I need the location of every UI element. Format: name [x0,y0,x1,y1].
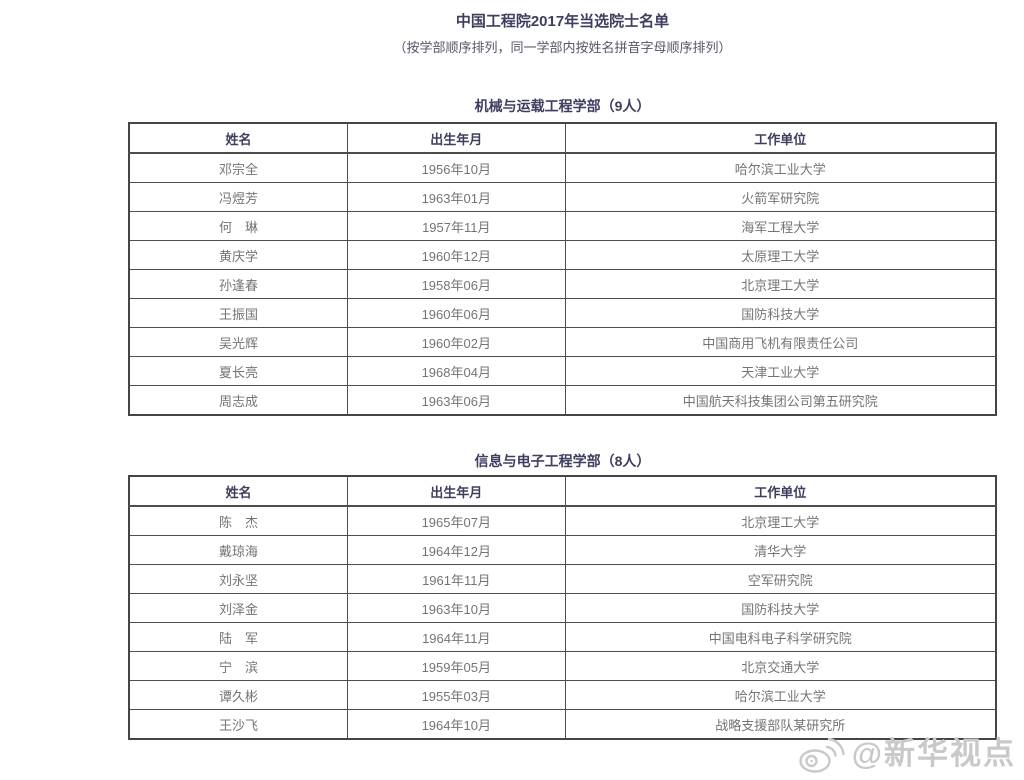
cell-workunit: 哈尔滨工业大学 [564,152,997,183]
table-row: 黄庆学 1960年12月 太原理工大学 [128,240,997,270]
cell-name: 刘泽金 [128,593,348,623]
cell-name: 王振国 [128,298,348,328]
cell-workunit: 中国电科电子科学研究院 [564,622,997,652]
cell-name: 周志成 [128,385,348,416]
table-row: 谭久彬 1955年03月 哈尔滨工业大学 [128,680,997,710]
column-header-name: 姓名 [128,122,348,154]
cell-birthdate: 1959年05月 [346,651,566,681]
table-row: 何 琳 1957年11月 海军工程大学 [128,211,997,241]
cell-workunit: 北京交通大学 [564,651,997,681]
information-roster-table: 姓名 出生年月 工作单位 陈 杰 1965年07月 北京理工大学 戴琼海 1964年12… [128,475,997,740]
table-row: 孙逢春 1958年06月 北京理工大学 [128,269,997,299]
cell-name: 黄庆学 [128,240,348,270]
section-heading: 机械与运载工程学部（9人） [474,98,651,114]
cell-workunit: 国防科技大学 [564,593,997,623]
cell-birthdate: 1963年06月 [346,385,566,416]
cell-birthdate: 1956年10月 [346,152,566,183]
cell-name: 宁 滨 [128,651,348,681]
cell-name: 戴琼海 [128,535,348,565]
cell-workunit: 太原理工大学 [564,240,997,270]
table-row: 邓宗全 1956年10月 哈尔滨工业大学 [128,152,997,183]
cell-workunit: 国防科技大学 [564,298,997,328]
cell-workunit: 北京理工大学 [564,505,997,536]
table-row: 吴光辉 1960年02月 中国商用飞机有限责任公司 [128,327,997,357]
page-title: 中国工程院2017年当选院士名单 [455,13,670,30]
cell-name: 谭久彬 [128,680,348,710]
cell-workunit: 海军工程大学 [564,211,997,241]
table-row: 王振国 1960年06月 国防科技大学 [128,298,997,328]
cell-birthdate: 1964年11月 [346,622,566,652]
cell-birthdate: 1964年10月 [346,709,566,740]
cell-birthdate: 1961年11月 [346,564,566,594]
cell-workunit: 天津工业大学 [564,356,997,386]
table-row: 戴琼海 1964年12月 清华大学 [128,535,997,565]
table-row: 夏长亮 1968年04月 天津工业大学 [128,356,997,386]
section-mechanical-engineering: 机械与运载工程学部（9人） 姓名 出生年月 工作单位 邓宗全 1956年10月 哈尔… [128,98,997,416]
cell-birthdate: 1960年12月 [346,240,566,270]
document-page: 中国工程院2017年当选院士名单 （按学部顺序排列，同一学部内按姓名拼音字母顺序… [128,13,997,740]
cell-name: 冯煜芳 [128,182,348,212]
cell-birthdate: 1965年07月 [346,505,566,536]
table-row: 刘永坚 1961年11月 空军研究院 [128,564,997,594]
mechanical-roster-table: 姓名 出生年月 工作单位 邓宗全 1956年10月 哈尔滨工业大学 冯煜芳 1963年0… [128,122,997,416]
table-row: 冯煜芳 1963年01月 火箭军研究院 [128,182,997,212]
cell-birthdate: 1964年12月 [346,535,566,565]
cell-name: 吴光辉 [128,327,348,357]
cell-birthdate: 1955年03月 [346,680,566,710]
table-header: 姓名 出生年月 工作单位 [128,122,997,154]
table-row: 宁 滨 1959年05月 北京交通大学 [128,651,997,681]
column-header-workunit: 工作单位 [564,122,997,154]
cell-birthdate: 1963年01月 [346,182,566,212]
column-header-workunit: 工作单位 [564,475,997,507]
cell-workunit: 中国商用飞机有限责任公司 [564,327,997,357]
cell-birthdate: 1960年06月 [346,298,566,328]
page-subtitle: （按学部顺序排列，同一学部内按姓名拼音字母顺序排列） [393,40,732,55]
cell-name: 何 琳 [128,211,348,241]
table-row: 陈 杰 1965年07月 北京理工大学 [128,505,997,536]
cell-birthdate: 1960年02月 [346,327,566,357]
cell-workunit: 中国航天科技集团公司第五研究院 [564,385,997,416]
cell-workunit: 北京理工大学 [564,269,997,299]
table-row: 王沙飞 1964年10月 战略支援部队某研究所 [128,709,997,740]
cell-workunit: 清华大学 [564,535,997,565]
cell-birthdate: 1968年04月 [346,356,566,386]
cell-birthdate: 1958年06月 [346,269,566,299]
section-heading: 信息与电子工程学部（8人） [474,453,651,469]
table-row: 周志成 1963年06月 中国航天科技集团公司第五研究院 [128,385,997,416]
cell-birthdate: 1963年10月 [346,593,566,623]
table-header-row: 姓名 出生年月 工作单位 [128,475,997,507]
section-information-electronics: 信息与电子工程学部（8人） 姓名 出生年月 工作单位 陈 杰 1965年07月 北京… [128,453,997,740]
cell-workunit: 哈尔滨工业大学 [564,680,997,710]
cell-workunit: 空军研究院 [564,564,997,594]
column-header-birthdate: 出生年月 [346,122,566,154]
cell-name: 夏长亮 [128,356,348,386]
cell-name: 陆 军 [128,622,348,652]
watermark-text: @新华视点 [851,735,1016,771]
cell-name: 刘永坚 [128,564,348,594]
cell-workunit: 战略支援部队某研究所 [564,709,997,740]
cell-birthdate: 1957年11月 [346,211,566,241]
table-row: 刘泽金 1963年10月 国防科技大学 [128,593,997,623]
cell-name: 陈 杰 [128,505,348,536]
table-header: 姓名 出生年月 工作单位 [128,475,997,507]
table-header-row: 姓名 出生年月 工作单位 [128,122,997,154]
cell-name: 王沙飞 [128,709,348,740]
cell-workunit: 火箭军研究院 [564,182,997,212]
cell-name: 孙逢春 [128,269,348,299]
column-header-birthdate: 出生年月 [346,475,566,507]
cell-name: 邓宗全 [128,152,348,183]
table-row: 陆 军 1964年11月 中国电科电子科学研究院 [128,622,997,652]
column-header-name: 姓名 [128,475,348,507]
